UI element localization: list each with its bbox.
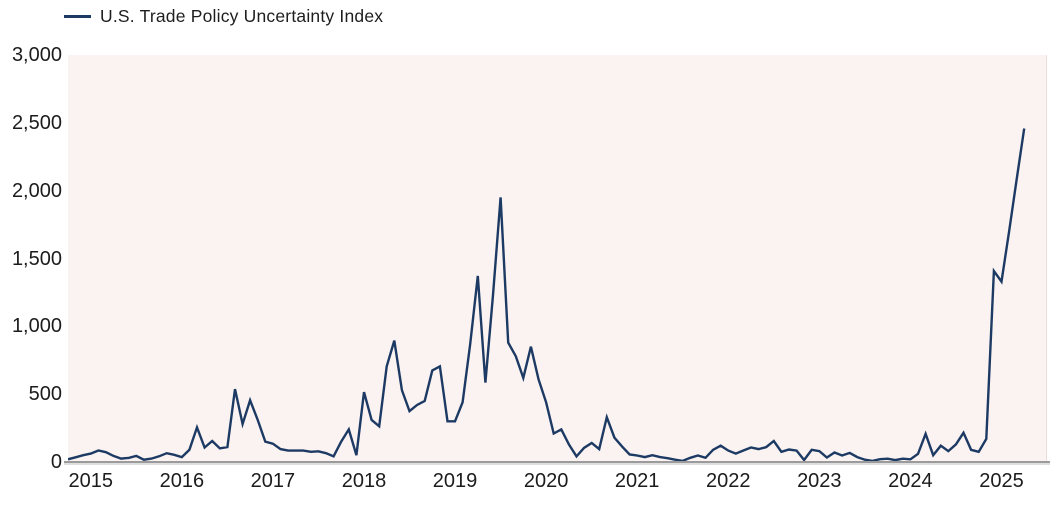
y-axis-label: 1,000 — [11, 315, 62, 338]
y-axis-label: 0 — [50, 451, 62, 473]
plot-area — [68, 55, 1047, 462]
x-axis-label: 2021 — [614, 470, 660, 492]
x-axis-label: 2016 — [159, 470, 205, 492]
plot-background — [68, 55, 1047, 462]
x-axis-label: 2023 — [797, 470, 842, 492]
y-axis-label: 500 — [28, 383, 62, 406]
x-axis-label: 2019 — [432, 470, 478, 492]
x-axis-label: 2018 — [341, 470, 387, 492]
x-axis-label: 2022 — [706, 470, 751, 492]
y-axis-label: 1,500 — [11, 247, 62, 270]
trade-line-svg — [68, 55, 1047, 462]
trade-line-path — [68, 128, 1026, 462]
legend-line-swatch — [64, 14, 91, 18]
x-axis-label: 2015 — [68, 470, 114, 492]
x-axis-label: 2017 — [250, 470, 296, 492]
y-axis-label: 2,000 — [11, 179, 62, 202]
x-axis-line — [64, 461, 1050, 463]
x-axis-label: 2025 — [979, 470, 1024, 492]
y-axis-label: 2,500 — [11, 111, 62, 134]
x-axis-line-shadow — [64, 463, 1050, 465]
x-axis-label: 2020 — [523, 470, 569, 492]
legend-label: U.S. Trade Policy Uncertainty Index — [100, 5, 384, 26]
x-axis-label: 2024 — [888, 470, 933, 492]
chart-legend: U.S. Trade Policy Uncertainty Index — [64, 3, 383, 29]
y-axis-label: 3,000 — [11, 44, 62, 66]
